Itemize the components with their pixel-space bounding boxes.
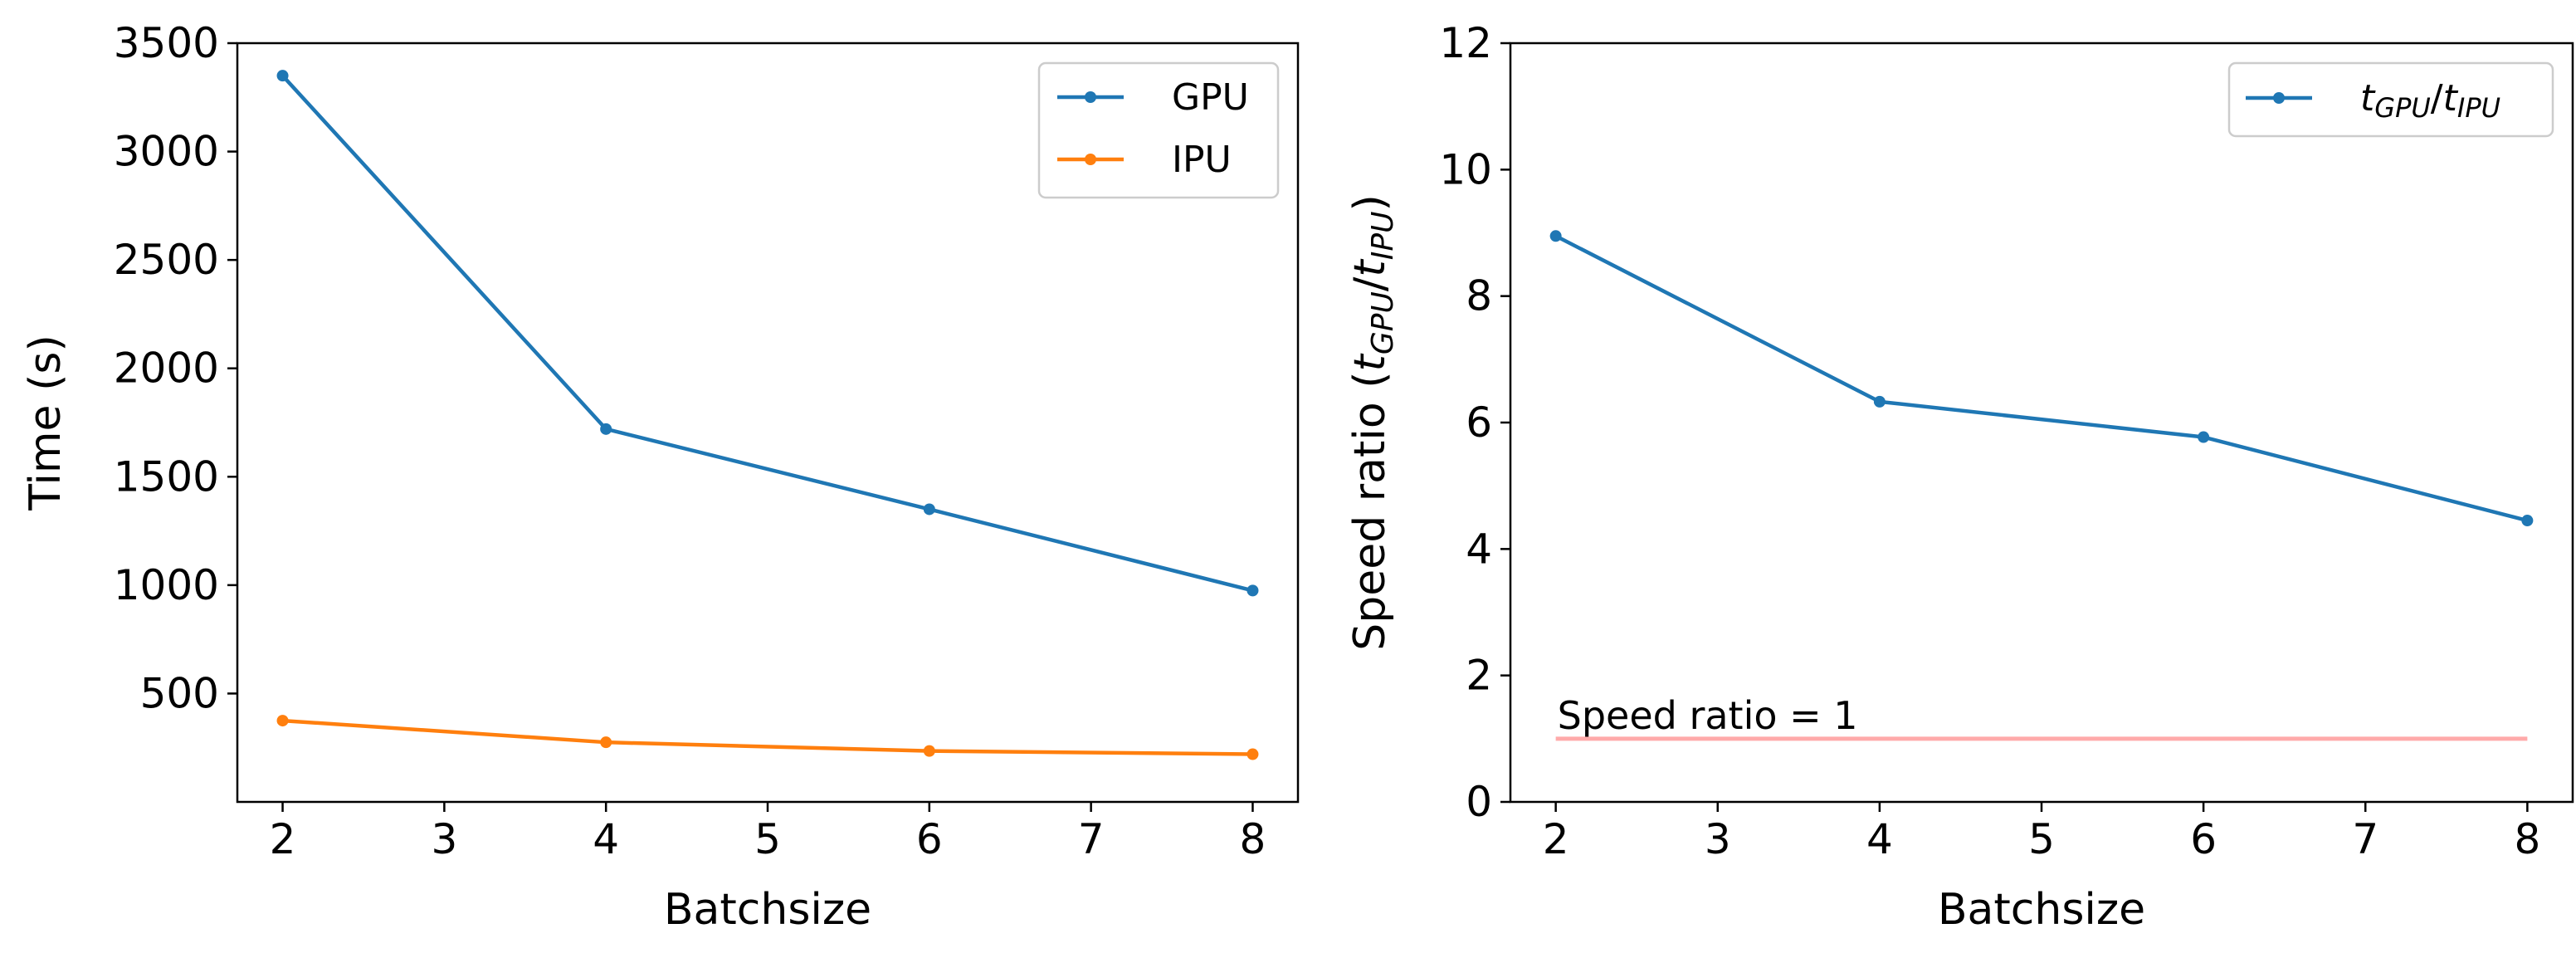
time-chart: 2 3 4 5 6 7 8 500 1000 1500 2000 2500 3000 3500 Batc…: [21, 19, 1298, 935]
legend-ipu-marker: [1085, 154, 1096, 165]
ratio-y-tick-label: 12: [1439, 19, 1492, 67]
time-x-tick-label: 6: [916, 815, 943, 863]
ratio-x-tick-label: 2: [1543, 815, 1569, 863]
ratio-y-tick-label: 4: [1466, 525, 1492, 573]
time-y-axis-label: Time (s): [21, 335, 71, 511]
legend-gpu-label: GPU: [1172, 76, 1249, 119]
ratio-plot-frame: [1510, 43, 2573, 802]
legend-ratio-var2: t: [2443, 77, 2459, 120]
ratio-x-ticks: 2 3 4 5 6 7 8: [1543, 802, 2541, 863]
ratio-x-tick-label: 7: [2352, 815, 2378, 863]
time-y-tick-label: 1000: [114, 561, 219, 609]
time-x-tick-label: 8: [1240, 815, 1266, 863]
legend-ratio-marker: [2273, 92, 2285, 104]
ratio-series-tgpu-tipu-line: [1556, 236, 2528, 520]
time-x-ticks: 2 3 4 5 6 7 8: [270, 802, 1266, 863]
time-series-gpu-point: [1247, 584, 1258, 596]
time-x-tick-label: 3: [431, 815, 457, 863]
ratio-x-tick-label: 8: [2514, 815, 2540, 863]
time-series-ipu-line: [283, 721, 1253, 754]
ratio-ylabel-suffix: ): [1345, 194, 1395, 211]
ratio-x-tick-label: 6: [2190, 815, 2217, 863]
ratio-series-tgpu-tipu-point: [1874, 396, 1886, 408]
time-x-tick-label: 5: [754, 815, 781, 863]
ratio-ylabel-var1: t: [1345, 354, 1395, 372]
ratio-y-axis-label: Speed ratio (tGPU/tIPU): [1345, 194, 1400, 651]
ratio-y-tick-label: 8: [1466, 272, 1492, 320]
ratio-y-ticks: 0 2 4 6 8 10 12: [1439, 19, 1510, 826]
time-series-gpu-point: [277, 70, 289, 81]
ratio-series-tgpu-tipu-point: [2521, 515, 2533, 526]
legend-ratio-sub1: GPU: [2374, 92, 2431, 124]
legend-gpu-marker: [1085, 91, 1096, 103]
ratio-series-tgpu-tipu-point: [1550, 230, 1562, 242]
legend-ratio-var1: t: [2360, 77, 2376, 120]
ratio-x-tick-label: 5: [2028, 815, 2055, 863]
ratio-ylabel-prefix: Speed ratio (: [1345, 372, 1395, 651]
ratio-ylabel-var2: t: [1345, 259, 1395, 277]
time-y-ticks: 500 1000 1500 2000 2500 3000 3500: [114, 19, 237, 717]
time-y-tick-label: 2500: [114, 236, 219, 284]
time-y-tick-label: 1500: [114, 452, 219, 501]
ratio-y-tick-label: 6: [1466, 398, 1492, 447]
ratio-ylabel-sub1: GPU: [1366, 291, 1400, 354]
time-x-axis-label: Batchsize: [664, 885, 871, 935]
legend-ratio-sub2: IPU: [2457, 92, 2500, 124]
time-y-tick-label: 500: [140, 669, 219, 717]
time-x-tick-label: 7: [1078, 815, 1105, 863]
ratio-y-tick-label: 2: [1466, 652, 1492, 700]
time-series-gpu-point: [600, 423, 612, 435]
ratio-x-tick-label: 4: [1866, 815, 1893, 863]
time-series-ipu-point: [1247, 749, 1258, 760]
ratio-ylabel-slash: /: [1345, 276, 1395, 291]
time-x-tick-label: 2: [270, 815, 296, 863]
time-y-tick-label: 2000: [114, 345, 219, 393]
ratio-ylabel-sub2: IPU: [1366, 212, 1400, 261]
time-series-ipu-point: [600, 736, 612, 748]
speed-ratio-chart: 2 3 4 5 6 7 8 0 2 4 6 8 10 12 Speed ratio = 1 Batchs…: [1345, 19, 2573, 935]
speed-ratio-reference-label: Speed ratio = 1: [1558, 693, 1858, 738]
ratio-x-axis-label: Batchsize: [1938, 885, 2145, 935]
legend-ipu-label: IPU: [1172, 139, 1232, 181]
legend-ratio-slash: /: [2431, 77, 2443, 120]
ratio-legend: tGPU/tIPU: [2229, 63, 2553, 136]
time-y-tick-label: 3500: [114, 19, 219, 67]
ratio-series: [1550, 230, 2534, 526]
ratio-y-tick-label: 10: [1439, 145, 1492, 193]
ratio-x-tick-label: 3: [1705, 815, 1731, 863]
ratio-y-tick-label: 0: [1466, 778, 1492, 826]
time-x-tick-label: 4: [593, 815, 619, 863]
time-series-gpu-point: [924, 503, 935, 515]
time-y-tick-label: 3000: [114, 128, 219, 176]
reference-line-group: Speed ratio = 1: [1556, 693, 2528, 739]
time-legend: GPU IPU: [1039, 63, 1278, 198]
time-series-ipu-point: [924, 745, 935, 757]
ratio-series-tgpu-tipu-point: [2198, 432, 2209, 443]
time-series-ipu-point: [277, 715, 289, 726]
